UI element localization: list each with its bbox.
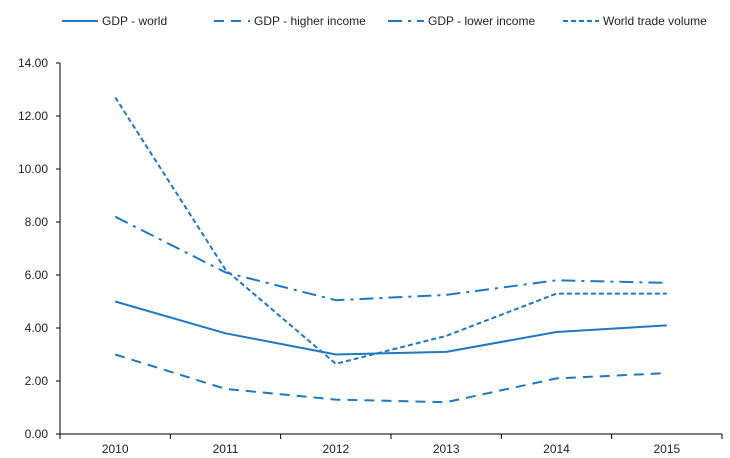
x-tick-label: 2015 — [653, 442, 680, 456]
y-tick-label: 12.00 — [18, 109, 48, 123]
y-axis: 0.00 2.00 4.00 6.00 8.00 10.00 12.00 14.00 — [18, 56, 61, 441]
series-line-1 — [114, 300, 667, 356]
x-tick-label: 2012 — [322, 442, 349, 456]
x-tick-label: 2013 — [433, 442, 460, 456]
series-line-4 — [114, 96, 667, 365]
chart-legend: GDP - world GDP - higher income GDP - lowe… — [62, 14, 707, 28]
x-tick-label: 2011 — [213, 442, 239, 456]
series-line-3 — [114, 215, 667, 302]
legend-label: GDP - higher income — [254, 14, 366, 28]
series-lines — [114, 96, 667, 404]
legend-label: GDP - lower income — [428, 14, 535, 28]
y-tick-label: 8.00 — [25, 215, 49, 229]
legend-label: World trade volume — [603, 14, 707, 28]
y-tick-label: 0.00 — [25, 427, 49, 441]
y-tick-label: 2.00 — [25, 374, 49, 388]
x-tick-label: 2014 — [543, 442, 570, 456]
series-line-2 — [114, 353, 667, 404]
y-tick-label: 10.00 — [18, 162, 48, 176]
x-tick-label: 2010 — [102, 442, 129, 456]
legend-label: GDP - world — [102, 14, 167, 28]
y-tick-label: 6.00 — [25, 268, 49, 282]
y-tick-label: 4.00 — [25, 321, 49, 335]
x-axis: 2010 2011 2012 2013 2014 2015 — [59, 433, 723, 456]
y-tick-label: 14.00 — [18, 56, 48, 70]
